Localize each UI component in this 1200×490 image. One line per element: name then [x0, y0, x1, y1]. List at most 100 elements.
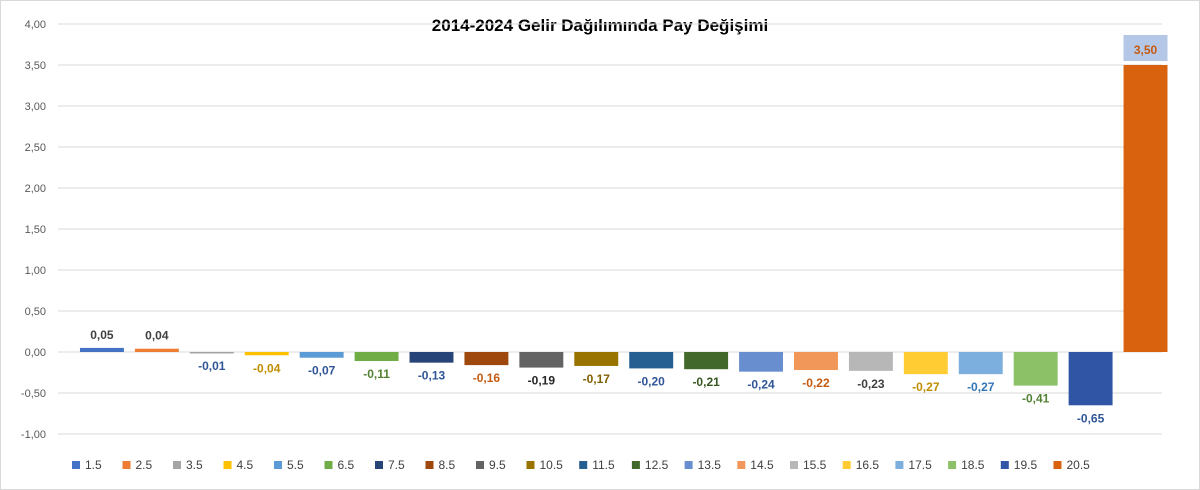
- legend-label-15.5: 15.5: [803, 458, 827, 472]
- y-tick-label: 0,00: [25, 347, 46, 359]
- legend-swatch-18.5: [948, 461, 957, 469]
- bar-1.5: [79, 347, 124, 352]
- legend-swatch-1.5: [72, 461, 80, 469]
- bar-5.5: [299, 352, 344, 358]
- bar-17.5: [958, 352, 1003, 375]
- data-label-4.5: -0,04: [253, 361, 281, 375]
- data-label-13.5: -0,24: [747, 378, 775, 392]
- y-tick-label: 3,50: [25, 60, 46, 72]
- bar-14.5: [794, 352, 838, 371]
- legend-label-9.5: 9.5: [489, 458, 506, 472]
- data-label-7.5: -0,13: [418, 369, 446, 383]
- legend-swatch-13.5: [684, 461, 693, 469]
- bar-15.5: [848, 352, 893, 371]
- legend-swatch-7.5: [375, 461, 383, 469]
- legend-label-13.5: 13.5: [698, 458, 722, 472]
- data-label-20.5: 3,50: [1134, 43, 1158, 57]
- legend-label-17.5: 17.5: [908, 458, 932, 472]
- legend-swatch-11.5: [579, 461, 588, 469]
- legend-label-6.5: 6.5: [338, 458, 355, 472]
- y-tick-label: 1,00: [25, 265, 46, 277]
- data-label-3.5: -0,01: [198, 359, 226, 373]
- y-tick-label: 2,00: [25, 183, 46, 195]
- legend-label-18.5: 18.5: [961, 458, 985, 472]
- data-label-6.5: -0,11: [363, 367, 390, 381]
- legend-swatch-16.5: [842, 461, 851, 469]
- legend-label-8.5: 8.5: [439, 458, 456, 472]
- data-label-5.5: -0,07: [308, 364, 336, 378]
- y-tick-label: 4,00: [25, 19, 46, 31]
- legend-swatch-5.5: [274, 461, 282, 469]
- bars: [79, 35, 1168, 406]
- legend-label-1.5: 1.5: [85, 458, 102, 472]
- legend-swatch-15.5: [790, 461, 798, 469]
- bar-4.5: [244, 352, 289, 356]
- legend-swatch-2.5: [122, 461, 131, 469]
- y-tick-label: 3,00: [25, 101, 46, 113]
- data-label-2.5: 0,04: [145, 329, 169, 343]
- data-label-15.5: -0,23: [857, 377, 885, 391]
- bar-18.5: [1013, 352, 1058, 386]
- legend-label-10.5: 10.5: [540, 458, 564, 472]
- legend-label-3.5: 3.5: [186, 458, 203, 472]
- data-labels: 0,05 0,04 -0,01 -0,04 -0,07 -0,11 -0,13 -0,16 -0…: [90, 43, 1157, 425]
- legend-label-16.5: 16.5: [856, 458, 880, 472]
- legend-swatch-14.5: [737, 461, 746, 469]
- bar-6.5: [354, 352, 399, 362]
- legend: 1.5 2.5 3.5 4.5 5.5 6.5 7.5 8.5 9.5 10.5 11.5 12.5 1…: [72, 458, 1090, 472]
- bar-3.5: [189, 352, 234, 354]
- legend-swatch-9.5: [476, 461, 484, 469]
- data-label-11.5: -0,20: [638, 374, 666, 388]
- data-label-1.5: 0,05: [90, 328, 114, 342]
- bar-11.5: [629, 352, 674, 369]
- bar-13.5: [739, 352, 784, 372]
- data-label-12.5: -0,21: [692, 375, 720, 389]
- legend-swatch-10.5: [526, 461, 535, 469]
- chart-title: 2014-2024 Gelir Dağılımında Pay Değişimi: [432, 16, 768, 35]
- data-label-9.5: -0,19: [528, 374, 556, 388]
- legend-swatch-3.5: [173, 461, 181, 469]
- data-label-19.5: -0,65: [1077, 411, 1105, 425]
- legend-swatch-12.5: [631, 461, 640, 469]
- legend-swatch-20.5: [1053, 461, 1062, 469]
- legend-swatch-8.5: [425, 461, 434, 469]
- y-tick-label: -1,00: [21, 429, 46, 441]
- y-tick-label: 2,50: [25, 142, 46, 154]
- bar-10.5: [574, 352, 619, 366]
- legend-label-11.5: 11.5: [592, 458, 615, 472]
- legend-label-12.5: 12.5: [645, 458, 669, 472]
- legend-label-14.5: 14.5: [750, 458, 774, 472]
- y-axis-ticks: -1,00 -0,50 0,00 0,50 1,00 1,50 2,00 2,50 3,00 3,…: [21, 19, 46, 441]
- bar-2.5: [134, 348, 179, 352]
- data-label-18.5: -0,41: [1022, 392, 1050, 406]
- bar-16.5: [903, 352, 948, 375]
- data-label-17.5: -0,27: [967, 380, 995, 394]
- data-label-10.5: -0,17: [583, 372, 611, 386]
- legend-label-5.5: 5.5: [287, 458, 304, 472]
- y-tick-label: 0,50: [25, 306, 46, 318]
- bar-9.5: [519, 352, 564, 368]
- data-label-16.5: -0,27: [912, 380, 940, 394]
- gridlines: [58, 23, 1162, 435]
- bar-7.5: [409, 352, 454, 363]
- legend-label-7.5: 7.5: [388, 458, 405, 472]
- legend-swatch-4.5: [223, 461, 232, 469]
- legend-swatch-6.5: [324, 461, 333, 469]
- y-tick-label: -0,50: [21, 388, 46, 400]
- data-label-8.5: -0,16: [473, 371, 501, 385]
- bar-19.5: [1068, 352, 1113, 406]
- bar-12.5: [684, 352, 729, 370]
- bar-8.5: [464, 352, 509, 366]
- bar-20.5: [1123, 65, 1168, 352]
- legend-label-20.5: 20.5: [1067, 458, 1091, 472]
- legend-label-19.5: 19.5: [1014, 458, 1038, 472]
- legend-label-2.5: 2.5: [136, 458, 153, 472]
- data-label-14.5: -0,22: [802, 376, 830, 390]
- legend-swatch-17.5: [895, 461, 904, 469]
- data-label-background: [1123, 35, 1168, 61]
- legend-label-4.5: 4.5: [237, 458, 254, 472]
- legend-swatch-19.5: [1000, 461, 1009, 469]
- y-tick-label: 1,50: [25, 224, 46, 236]
